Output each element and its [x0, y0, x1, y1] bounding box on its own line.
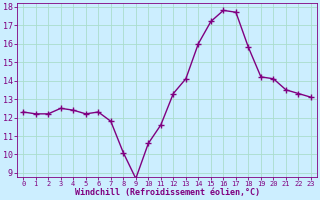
X-axis label: Windchill (Refroidissement éolien,°C): Windchill (Refroidissement éolien,°C): [75, 188, 260, 197]
